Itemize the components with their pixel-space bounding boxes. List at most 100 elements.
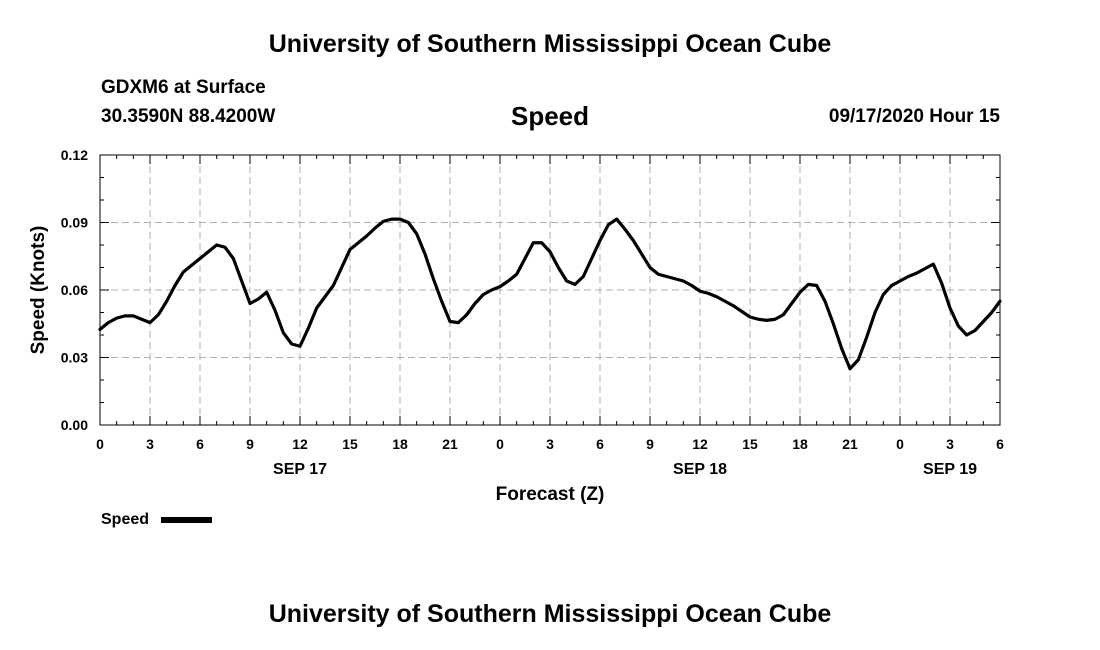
x-tick-label: 6 — [996, 436, 1004, 452]
speed-data-point — [123, 314, 127, 318]
speed-data-point — [765, 319, 768, 322]
speed-data-point — [798, 291, 802, 294]
speed-data-point — [107, 321, 110, 324]
speed-data-point — [323, 295, 327, 298]
speed-data-point — [273, 309, 277, 312]
x-axis-label: Forecast (Z) — [496, 484, 605, 505]
speed-data-point — [507, 279, 510, 283]
legend-label: Speed — [101, 511, 149, 528]
speed-data-point — [982, 320, 985, 323]
speed-data-point — [465, 313, 468, 316]
speed-data-point — [498, 285, 502, 288]
speed-data-point — [623, 228, 627, 231]
speed-data-point — [757, 318, 760, 321]
x-tick-label: 9 — [246, 436, 254, 452]
speed-data-point — [882, 293, 885, 296]
date-labels: SEP 17 SEP 18 SEP 19 — [273, 461, 977, 478]
speed-data-point — [690, 284, 693, 287]
speed-data-point — [532, 241, 535, 244]
x-tick-label: 3 — [946, 436, 954, 452]
date-label: SEP 18 — [673, 461, 727, 478]
speed-data-point — [948, 306, 952, 310]
speed-data-point — [98, 328, 102, 331]
x-tick-label: 15 — [742, 436, 758, 452]
y-tick-labels: 0.00 0.03 0.06 0.09 0.12 — [61, 147, 88, 433]
speed-data-point — [448, 320, 452, 323]
speed-data-point — [965, 333, 968, 337]
forecast-time: 09/17/2020 Hour 15 — [828, 106, 1000, 127]
x-tick-label: 9 — [646, 436, 654, 452]
speed-data-point — [332, 284, 335, 287]
speed-data-point — [257, 297, 260, 301]
speed-data-point — [548, 250, 552, 253]
x-tick-label: 15 — [342, 436, 358, 452]
speed-data-point — [923, 267, 927, 270]
speed-data-point — [790, 302, 793, 305]
speed-data-point — [173, 284, 177, 287]
speed-data-point — [165, 300, 168, 303]
speed-data-point — [648, 266, 652, 269]
speed-data-point — [832, 322, 835, 325]
speed-data-point — [973, 329, 977, 332]
x-tick-label: 21 — [842, 436, 858, 452]
speed-data-point — [157, 313, 160, 316]
speed-data-point — [807, 283, 810, 286]
speed-data-point — [815, 284, 818, 287]
speed-data-point — [898, 279, 902, 283]
speed-data-point — [582, 275, 585, 278]
speed-data-point — [248, 302, 252, 305]
speed-data-point — [873, 311, 877, 314]
speed-data-point — [373, 226, 377, 230]
speed-data-point — [140, 318, 143, 321]
speed-data-point — [415, 232, 418, 235]
speed-data-point — [823, 300, 827, 303]
y-axis-label: Speed (Knots) — [28, 226, 49, 355]
speed-data-point — [748, 315, 752, 319]
speed-data-point — [732, 304, 735, 307]
speed-data-point — [390, 217, 393, 221]
speed-data-point — [932, 262, 935, 266]
date-label: SEP 19 — [923, 461, 977, 478]
x-tick-label: 0 — [96, 436, 104, 452]
speed-data-point — [207, 250, 210, 253]
x-tick-label: 18 — [392, 436, 408, 452]
speed-data-point — [940, 282, 943, 285]
speed-data-point — [565, 279, 568, 283]
bottom-title: University of Southern Mississippi Ocean… — [268, 600, 832, 628]
speed-data-point — [782, 313, 785, 316]
station-name: GDXM6 at Surface — [101, 77, 266, 98]
speed-data-point — [490, 288, 493, 292]
speed-data-point — [990, 311, 993, 314]
x-tick-label: 0 — [496, 436, 504, 452]
x-tick-label: 6 — [596, 436, 604, 452]
speed-data-point — [457, 321, 460, 324]
x-tick-label: 6 — [196, 436, 204, 452]
chart-title: Speed — [511, 101, 589, 131]
x-tick-label: 3 — [546, 436, 554, 452]
chart-grid — [100, 155, 1000, 425]
speed-data-point — [840, 347, 843, 350]
speed-data-point — [423, 252, 427, 256]
speed-data-point — [740, 310, 743, 313]
speed-data-point — [698, 289, 702, 293]
speed-data-point — [148, 321, 152, 324]
date-label: SEP 17 — [273, 461, 327, 478]
speed-data-point — [348, 248, 352, 251]
speed-data-point — [365, 234, 368, 238]
speed-series-points — [98, 217, 1002, 370]
speed-data-point — [857, 358, 860, 361]
y-tick-label: 0.06 — [61, 282, 88, 298]
speed-data-point — [657, 273, 660, 276]
speed-data-point — [232, 257, 235, 260]
speed-data-point — [473, 302, 477, 305]
legend-swatch — [161, 517, 212, 523]
speed-data-point — [307, 327, 310, 330]
speed-data-point — [573, 283, 577, 286]
speed-data-point — [198, 257, 202, 260]
speed-data-point — [607, 223, 610, 226]
speed-data-point — [440, 300, 443, 303]
y-tick-label: 0.12 — [61, 147, 88, 163]
speed-data-point — [298, 345, 302, 348]
speed-data-point — [773, 318, 777, 321]
speed-data-point — [598, 239, 602, 242]
